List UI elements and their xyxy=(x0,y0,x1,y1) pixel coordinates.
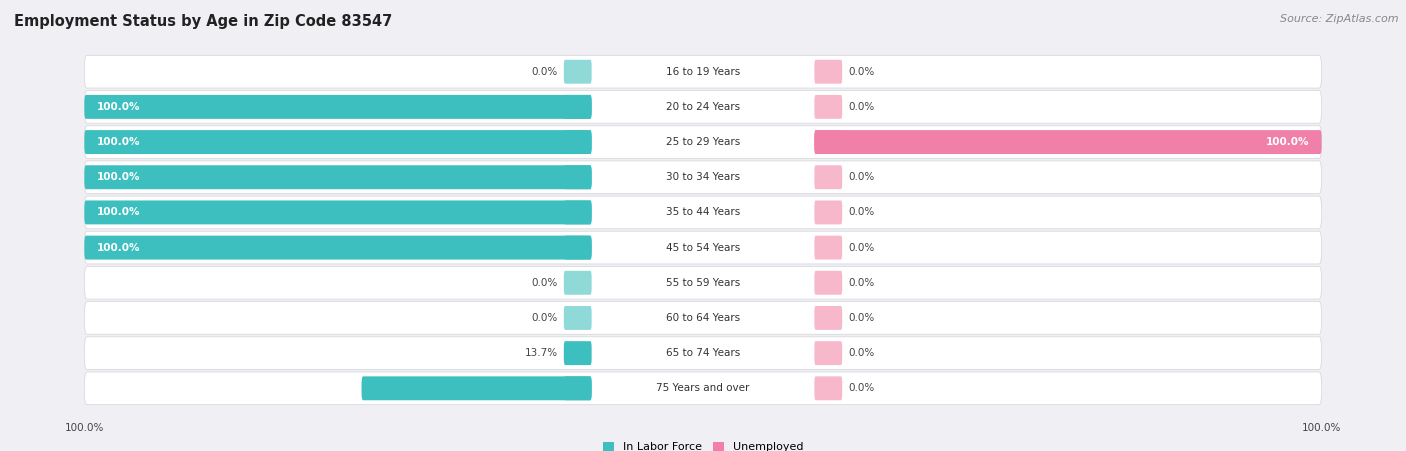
FancyBboxPatch shape xyxy=(564,200,592,225)
Legend: In Labor Force, Unemployed: In Labor Force, Unemployed xyxy=(598,437,808,451)
FancyBboxPatch shape xyxy=(84,235,592,260)
FancyBboxPatch shape xyxy=(84,231,1322,264)
FancyBboxPatch shape xyxy=(84,95,592,119)
Text: 0.0%: 0.0% xyxy=(848,207,875,217)
Text: 100.0%: 100.0% xyxy=(97,102,141,112)
FancyBboxPatch shape xyxy=(84,337,1322,369)
Text: 0.0%: 0.0% xyxy=(848,172,875,182)
Text: 100.0%: 100.0% xyxy=(97,172,141,182)
Text: 0.0%: 0.0% xyxy=(848,102,875,112)
Text: 0.0%: 0.0% xyxy=(848,243,875,253)
Text: 0.0%: 0.0% xyxy=(531,278,558,288)
Text: Employment Status by Age in Zip Code 83547: Employment Status by Age in Zip Code 835… xyxy=(14,14,392,28)
Text: 65 to 74 Years: 65 to 74 Years xyxy=(666,348,740,358)
Text: 35 to 44 Years: 35 to 44 Years xyxy=(666,207,740,217)
FancyBboxPatch shape xyxy=(814,60,842,84)
Text: 0.0%: 0.0% xyxy=(848,278,875,288)
Text: 100.0%: 100.0% xyxy=(97,207,141,217)
Text: 55.2%: 55.2% xyxy=(97,383,134,393)
FancyBboxPatch shape xyxy=(84,55,1322,88)
FancyBboxPatch shape xyxy=(361,376,592,400)
FancyBboxPatch shape xyxy=(84,196,1322,229)
Text: Source: ZipAtlas.com: Source: ZipAtlas.com xyxy=(1281,14,1399,23)
FancyBboxPatch shape xyxy=(564,60,592,84)
Text: 25 to 29 Years: 25 to 29 Years xyxy=(666,137,740,147)
FancyBboxPatch shape xyxy=(84,91,1322,123)
FancyBboxPatch shape xyxy=(564,271,592,295)
FancyBboxPatch shape xyxy=(814,165,842,189)
FancyBboxPatch shape xyxy=(84,200,592,225)
Text: 0.0%: 0.0% xyxy=(848,348,875,358)
FancyBboxPatch shape xyxy=(84,267,1322,299)
FancyBboxPatch shape xyxy=(814,271,842,295)
FancyBboxPatch shape xyxy=(564,95,592,119)
FancyBboxPatch shape xyxy=(564,165,592,189)
FancyBboxPatch shape xyxy=(814,200,842,225)
Text: 0.0%: 0.0% xyxy=(848,67,875,77)
FancyBboxPatch shape xyxy=(84,126,1322,158)
FancyBboxPatch shape xyxy=(814,306,842,330)
Text: 0.0%: 0.0% xyxy=(531,313,558,323)
Text: 0.0%: 0.0% xyxy=(848,383,875,393)
FancyBboxPatch shape xyxy=(814,130,842,154)
FancyBboxPatch shape xyxy=(564,130,592,154)
Text: 60 to 64 Years: 60 to 64 Years xyxy=(666,313,740,323)
FancyBboxPatch shape xyxy=(814,130,1322,154)
FancyBboxPatch shape xyxy=(564,306,592,330)
FancyBboxPatch shape xyxy=(814,341,842,365)
FancyBboxPatch shape xyxy=(84,372,1322,405)
Text: 45 to 54 Years: 45 to 54 Years xyxy=(666,243,740,253)
Text: 75 Years and over: 75 Years and over xyxy=(657,383,749,393)
FancyBboxPatch shape xyxy=(84,161,1322,193)
Text: 20 to 24 Years: 20 to 24 Years xyxy=(666,102,740,112)
FancyBboxPatch shape xyxy=(564,376,592,400)
Text: 0.0%: 0.0% xyxy=(848,313,875,323)
Text: 100.0%: 100.0% xyxy=(1265,137,1309,147)
FancyBboxPatch shape xyxy=(814,235,842,260)
Text: 55 to 59 Years: 55 to 59 Years xyxy=(666,278,740,288)
FancyBboxPatch shape xyxy=(84,165,592,189)
FancyBboxPatch shape xyxy=(84,130,592,154)
Text: 100.0%: 100.0% xyxy=(97,243,141,253)
Text: 100.0%: 100.0% xyxy=(65,423,104,433)
FancyBboxPatch shape xyxy=(564,235,592,260)
Text: 30 to 34 Years: 30 to 34 Years xyxy=(666,172,740,182)
FancyBboxPatch shape xyxy=(814,95,842,119)
Text: 100.0%: 100.0% xyxy=(97,137,141,147)
Text: 16 to 19 Years: 16 to 19 Years xyxy=(666,67,740,77)
Text: 100.0%: 100.0% xyxy=(1302,423,1341,433)
Text: 13.7%: 13.7% xyxy=(524,348,558,358)
Text: 0.0%: 0.0% xyxy=(531,67,558,77)
FancyBboxPatch shape xyxy=(84,302,1322,334)
FancyBboxPatch shape xyxy=(564,341,592,365)
FancyBboxPatch shape xyxy=(814,376,842,400)
